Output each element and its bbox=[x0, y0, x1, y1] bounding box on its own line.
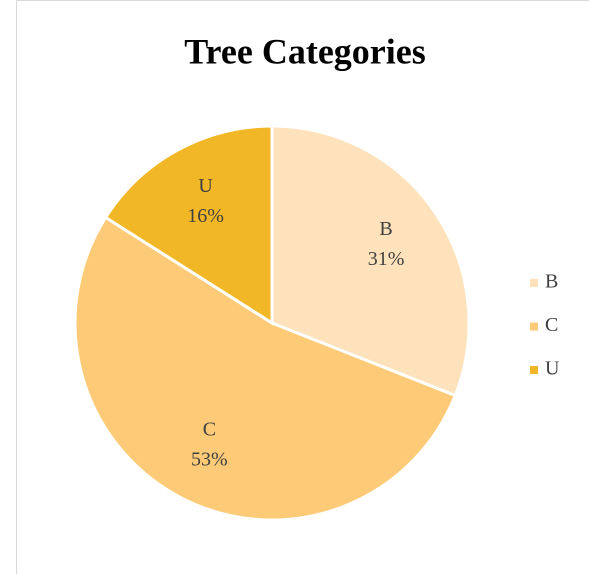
chart-title: Tree Categories bbox=[184, 31, 426, 71]
slice-value-label: 53% bbox=[191, 448, 228, 470]
slice-category-label: C bbox=[203, 418, 216, 440]
legend-swatch bbox=[530, 366, 538, 374]
slice-value-label: 16% bbox=[187, 205, 224, 227]
legend-label: C bbox=[545, 314, 558, 336]
legend-swatch bbox=[530, 322, 538, 331]
legend-label: U bbox=[545, 358, 560, 380]
slice-value-label: 31% bbox=[368, 248, 405, 270]
legend-swatch bbox=[530, 279, 538, 287]
legend-label: B bbox=[545, 271, 558, 293]
pie-slice bbox=[270, 124, 471, 398]
pie-slice bbox=[73, 215, 458, 522]
slice-category-label: U bbox=[198, 175, 213, 197]
slice-category-label: B bbox=[379, 218, 392, 240]
pie-slice bbox=[103, 124, 274, 326]
